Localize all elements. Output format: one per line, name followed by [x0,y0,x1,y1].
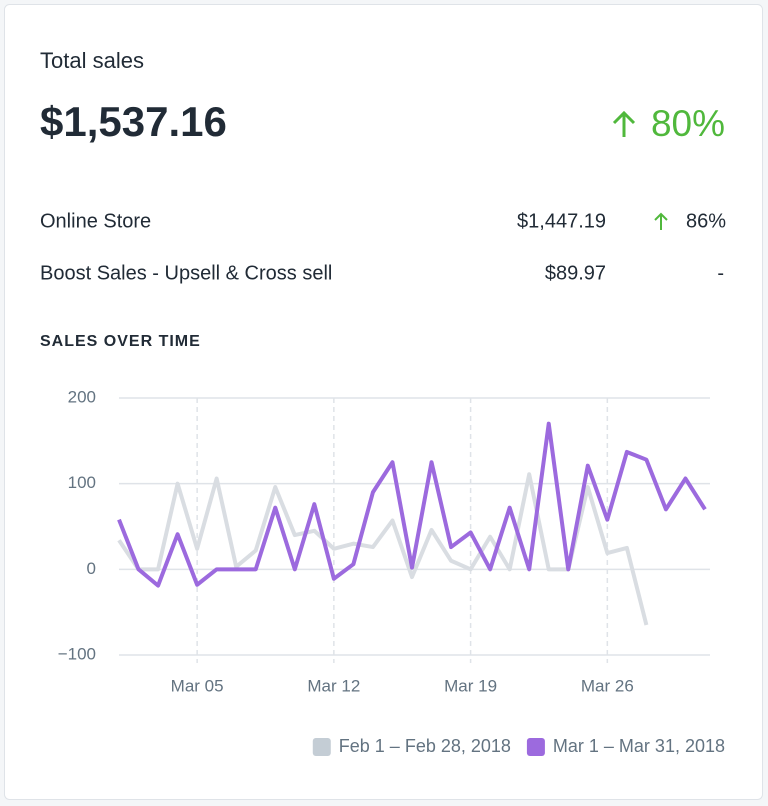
row-value: $1,447.19 [517,210,606,232]
legend-label: Mar 1 – Mar 31, 2018 [553,736,725,756]
x-tick-label: Mar 12 [307,676,360,695]
up-arrow [612,110,636,137]
series-line [117,421,707,588]
legend-label: Feb 1 – Feb 28, 2018 [339,736,511,756]
series-line [117,472,649,626]
x-tick-label: Mar 05 [171,676,224,695]
card-frame [4,4,763,800]
total-value: $1,537.16 [40,98,227,145]
x-tick-label: Mar 19 [444,676,497,695]
row-label: Online Store [40,210,151,232]
y-tick-label: 0 [87,559,96,578]
legend-swatch [526,738,545,756]
row-change: - [717,262,724,284]
y-tick-label: 100 [68,473,96,492]
row-change: 86% [686,210,726,232]
y-tick-label: 200 [68,387,96,406]
x-tick-label: Mar 26 [581,676,634,695]
chart-title: SALES OVER TIME [40,333,201,350]
total-change: 80% [651,103,725,144]
card-title: Total sales [40,48,144,73]
row-value: $89.97 [545,262,606,284]
y-tick-label: −100 [58,644,96,663]
legend-swatch [312,738,331,756]
row-label: Boost Sales - Upsell & Cross sell [40,262,332,284]
up-arrow [654,212,668,230]
